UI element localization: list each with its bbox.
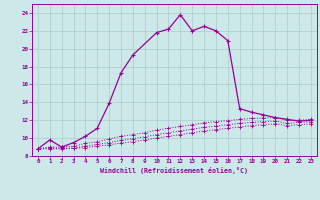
X-axis label: Windchill (Refroidissement éolien,°C): Windchill (Refroidissement éolien,°C): [100, 167, 248, 174]
